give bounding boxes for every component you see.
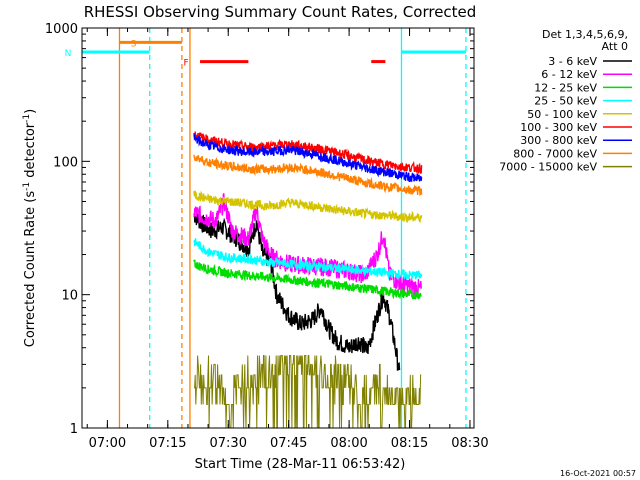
series-line-3 — [193, 238, 423, 281]
y-tick-label: 100 — [53, 155, 78, 170]
series-line-6 — [193, 134, 423, 183]
legend-label-6: 300 - 800 keV — [520, 134, 597, 147]
y-tick-label: 1 — [70, 422, 78, 437]
legend-label-8: 7000 - 15000 keV — [499, 161, 597, 174]
x-tick-label: 08:00 — [330, 436, 367, 451]
series-line-8 — [194, 355, 422, 429]
chart-title: RHESSI Observing Summary Count Rates, Co… — [84, 3, 477, 21]
flag-label-F: F — [183, 59, 188, 69]
x-axis-label: Start Time (28-Mar-11 06:53:42) — [195, 457, 406, 472]
x-tick-label: 08:15 — [391, 436, 428, 451]
flag-label-N: N — [65, 49, 72, 59]
legend-label-4: 50 - 100 keV — [527, 108, 597, 121]
legend-label-1: 6 - 12 keV — [541, 68, 597, 81]
legend-label-2: 12 - 25 keV — [534, 81, 597, 94]
series-line-4 — [193, 190, 423, 224]
legend-label-3: 25 - 50 keV — [534, 95, 597, 108]
series-line-2 — [193, 259, 422, 300]
x-tick-label: 07:00 — [89, 436, 126, 451]
generated-timestamp: 16-Oct-2021 00:57 — [560, 469, 636, 478]
x-tick-label: 07:30 — [210, 436, 247, 451]
y-tick-label: 1000 — [45, 22, 78, 37]
legend-header: Att 0 — [602, 40, 628, 53]
legend-header: Det 1,3,4,5,6,9, — [542, 28, 628, 41]
x-tick-label: 07:15 — [149, 436, 186, 451]
x-axis: 07:00 07:15 07:30 07:45 08:00 08:15 08:30 — [86, 28, 489, 451]
x-tick-label: 07:45 — [270, 436, 307, 451]
legend-label-5: 100 - 300 keV — [520, 121, 597, 134]
series-line-0 — [193, 210, 401, 371]
legend-label-0: 3 - 6 keV — [548, 55, 597, 68]
plot-area: S N F — [65, 28, 467, 429]
y-axis-label: Corrected Count Rate (s-1 detector-1) — [22, 109, 38, 347]
y-tick-label: 10 — [61, 289, 78, 304]
plot-frame — [81, 27, 475, 429]
flag-label-S: S — [131, 39, 137, 49]
x-tick-label: 08:30 — [451, 436, 488, 451]
y-axis: 1 10 100 1000 — [45, 22, 474, 437]
series-line-7 — [193, 154, 423, 196]
series-line-1 — [193, 193, 422, 297]
legend-label-7: 800 - 7000 keV — [513, 147, 597, 160]
